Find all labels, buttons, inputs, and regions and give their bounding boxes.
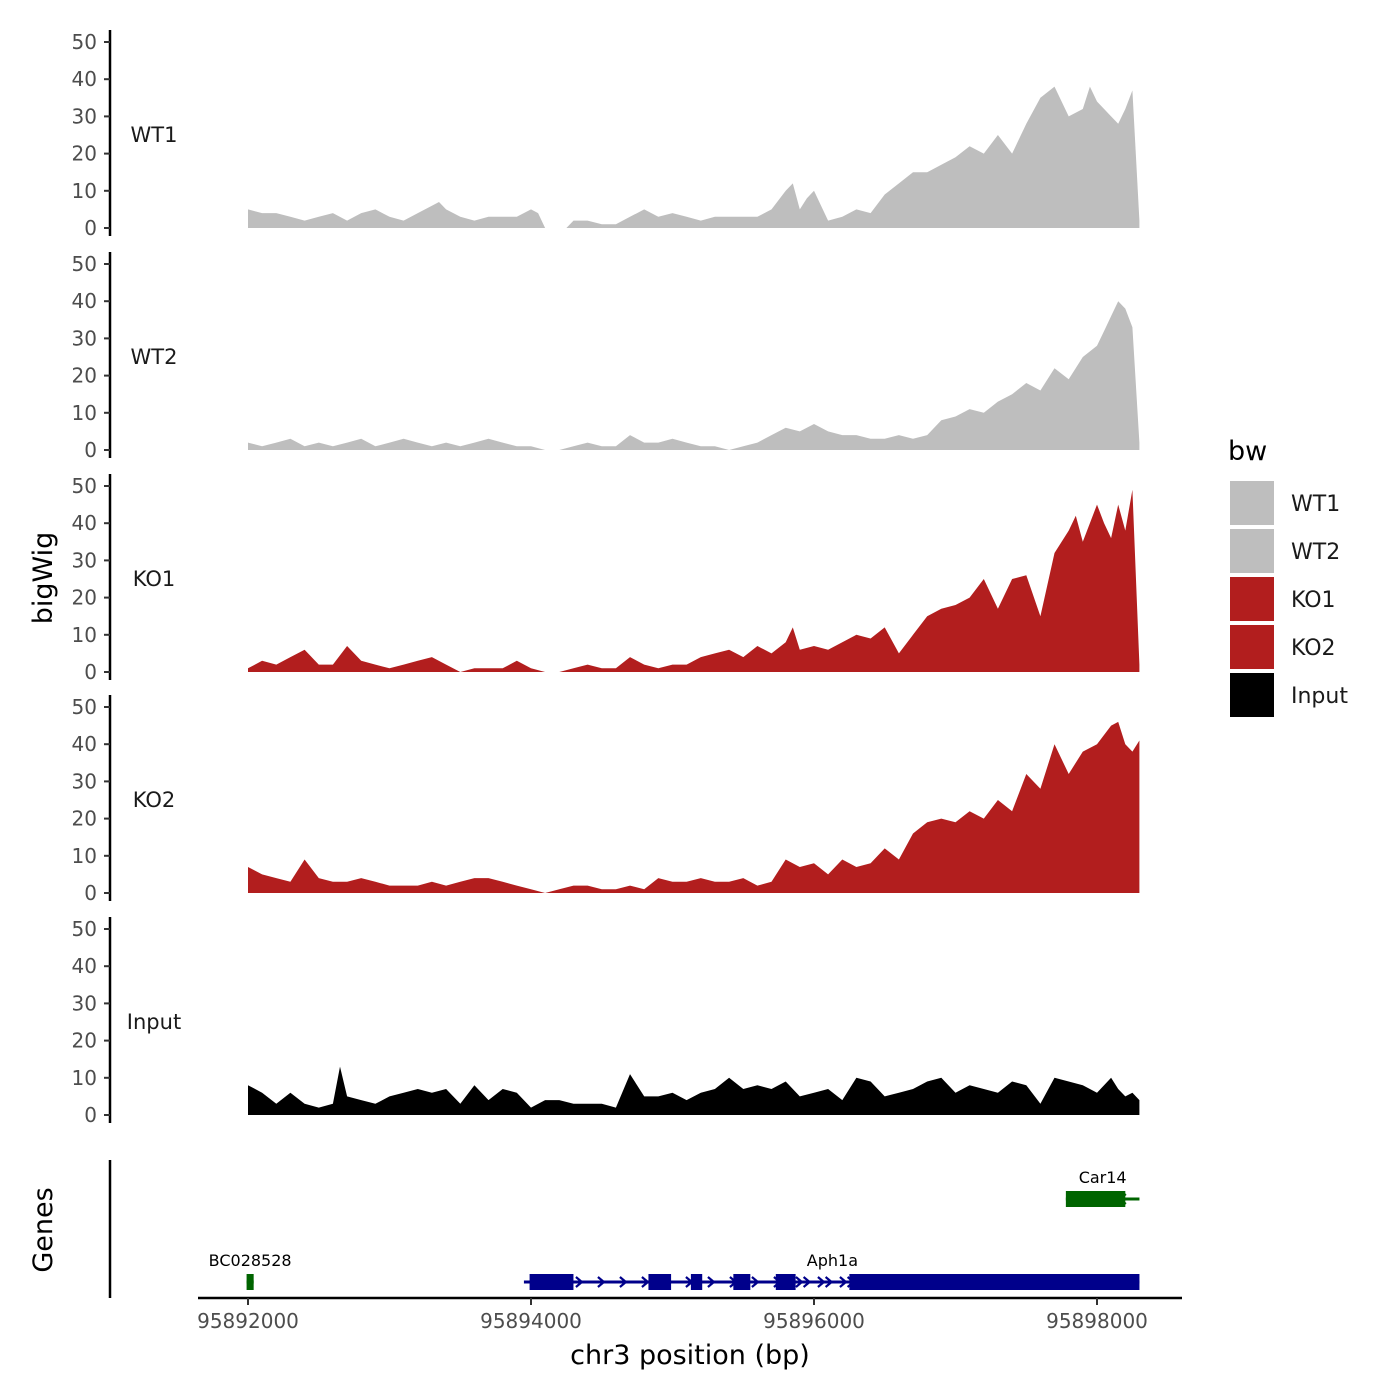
y-tick-label: 20	[72, 586, 97, 610]
x-axis: 95892000 95894000 95896000 95898000	[197, 1296, 1182, 1333]
y-tick-label: 50	[72, 695, 97, 719]
y-tick-label: 40	[72, 511, 97, 535]
y-tick-label: 20	[72, 807, 97, 831]
gene-exon	[529, 1274, 574, 1290]
y-tick-label: 0	[84, 438, 97, 462]
y-tick-label: 10	[72, 1066, 97, 1090]
y-tick-label: 50	[72, 30, 97, 54]
y-axis-title: bigWig	[28, 532, 59, 625]
gene-exon	[648, 1274, 672, 1290]
track-label: Input	[127, 1010, 181, 1034]
legend-label: WT1	[1291, 492, 1340, 517]
strand-chevron	[707, 1276, 716, 1288]
y-tick-label: 0	[84, 216, 97, 240]
coverage-area-wt2	[248, 301, 1140, 450]
track-panel-wt2: 0 10 20 30 40 50 WT2	[72, 252, 1140, 462]
legend-swatch	[1230, 529, 1274, 573]
y-tick-label: 30	[72, 991, 97, 1015]
strand-chevron	[597, 1276, 606, 1288]
strand-chevron	[802, 1276, 812, 1288]
gene-car14: Car14	[1065, 1168, 1140, 1207]
gene-exon	[733, 1274, 751, 1290]
y-tick-label: 30	[72, 326, 97, 350]
legend-label: WT2	[1291, 540, 1340, 565]
y-tick-label: 30	[72, 769, 97, 793]
track-label: WT2	[131, 345, 178, 369]
y-tick-label: 10	[72, 179, 97, 203]
gene-track: BC028528 Aph1a Car14	[108, 1160, 1140, 1298]
coverage-area-ko2	[248, 721, 1140, 893]
coverage-area-ko1	[248, 489, 1140, 672]
gene-exon	[849, 1274, 1140, 1290]
legend: bw WT1 WT2 KO1 KO2 Input	[1228, 436, 1348, 717]
y-tick-label: 50	[72, 474, 97, 498]
strand-chevron	[619, 1276, 628, 1288]
x-tick-label: 95898000	[1046, 1309, 1148, 1333]
gene-label: Car14	[1079, 1168, 1127, 1187]
y-tick-label: 10	[72, 401, 97, 425]
coverage-tracks: 0 10 20 30 40 50 WT1 0 10 20 30 40 50 WT2 0 10 20 30 40 50 K…	[72, 30, 1140, 1127]
gene-segment	[795, 1274, 1140, 1290]
x-axis-title: chr3 position (bp)	[570, 1340, 810, 1371]
legend-label: Input	[1291, 684, 1348, 709]
track-label: KO2	[133, 788, 176, 812]
track-label: KO1	[133, 567, 176, 591]
legend-swatch	[1230, 577, 1274, 621]
strand-chevron	[641, 1276, 650, 1288]
y-tick-label: 30	[72, 548, 97, 572]
track-panel-input: 0 10 20 30 40 50 Input	[72, 917, 1140, 1127]
gene-track-title: Genes	[28, 1187, 59, 1272]
strand-chevron	[751, 1276, 760, 1288]
track-label: WT1	[131, 123, 178, 147]
gene-bc028528: BC028528	[209, 1251, 292, 1290]
y-tick-label: 30	[72, 104, 97, 128]
track-panel-ko1: 0 10 20 30 40 50 KO1	[72, 474, 1140, 684]
y-tick-label: 10	[72, 623, 97, 647]
gene-exon	[246, 1274, 254, 1290]
coverage-area-wt1	[248, 86, 1140, 228]
y-tick-label: 50	[72, 917, 97, 941]
y-tick-label: 20	[72, 1029, 97, 1053]
y-tick-label: 0	[84, 881, 97, 905]
gene-label: BC028528	[209, 1251, 292, 1270]
y-tick-label: 40	[72, 732, 97, 756]
y-tick-label: 0	[84, 660, 97, 684]
strand-chevron	[575, 1276, 584, 1288]
y-tick-label: 0	[84, 1103, 97, 1127]
y-tick-label: 20	[72, 364, 97, 388]
legend-label: KO1	[1291, 588, 1336, 613]
y-tick-label: 40	[72, 67, 97, 91]
gene-label: Aph1a	[807, 1251, 858, 1270]
track-panel-ko2: 0 10 20 30 40 50 KO2	[72, 695, 1140, 905]
y-tick-label: 40	[72, 289, 97, 313]
x-tick-label: 95894000	[480, 1309, 582, 1333]
y-tick-label: 40	[72, 954, 97, 978]
y-tick-label: 50	[72, 252, 97, 276]
legend-swatch	[1230, 673, 1274, 717]
legend-label: KO2	[1291, 636, 1336, 661]
gene-exon	[1065, 1191, 1126, 1207]
legend-title: bw	[1228, 436, 1267, 467]
legend-swatch	[1230, 481, 1274, 525]
y-tick-label: 20	[72, 142, 97, 166]
track-panel-wt1: 0 10 20 30 40 50 WT1	[72, 30, 1140, 240]
x-tick-label: 95896000	[763, 1309, 865, 1333]
coverage-area-input	[248, 1066, 1140, 1115]
strand-chevron	[824, 1276, 834, 1288]
gene-exon	[690, 1274, 703, 1290]
x-tick-label: 95892000	[197, 1309, 299, 1333]
gene-exon	[775, 1274, 796, 1290]
y-tick-label: 10	[72, 844, 97, 868]
legend-swatch	[1230, 625, 1274, 669]
